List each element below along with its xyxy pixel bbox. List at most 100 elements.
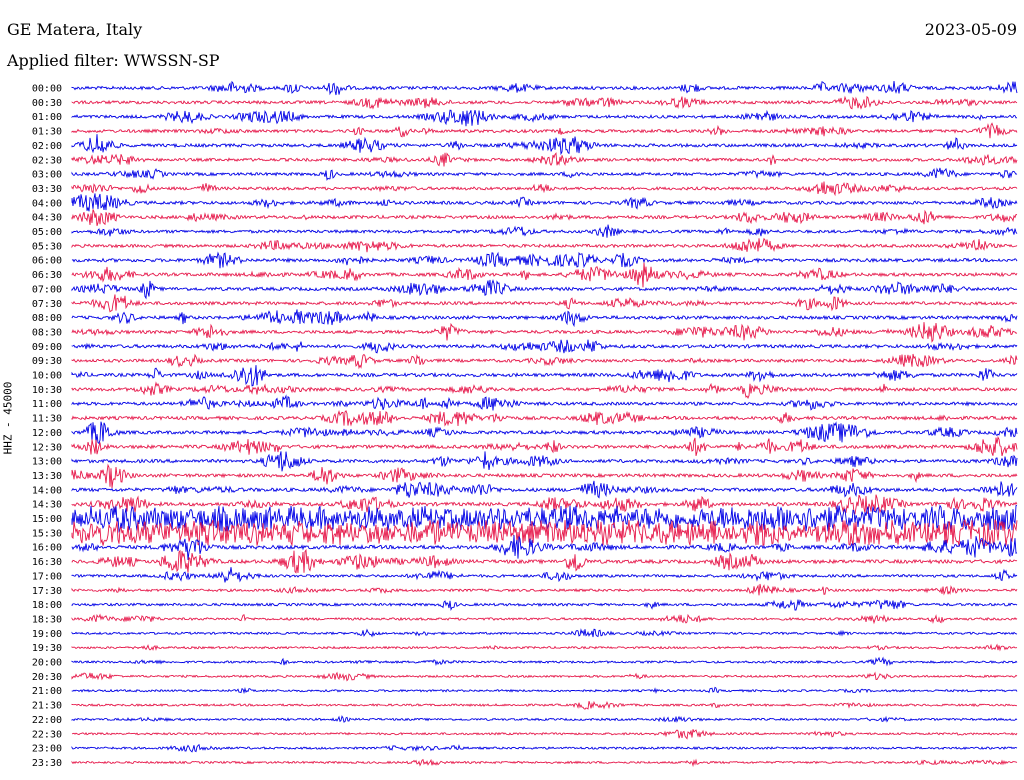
trace-line bbox=[71, 80, 1018, 96]
row-time-label: 08:30 bbox=[32, 327, 62, 338]
row-time-label: 04:00 bbox=[32, 198, 62, 209]
row-time-label: 22:00 bbox=[32, 715, 62, 726]
trace-line bbox=[71, 700, 1017, 710]
trace-line bbox=[71, 294, 1018, 313]
trace-line bbox=[71, 365, 1018, 387]
trace-line bbox=[71, 167, 1018, 181]
row-time-label: 02:00 bbox=[32, 141, 62, 152]
row-time-label: 00:30 bbox=[32, 98, 62, 109]
trace-line bbox=[71, 494, 1018, 515]
row-time-label: 18:00 bbox=[32, 600, 62, 611]
trace-line bbox=[71, 237, 1018, 253]
row-time-label: 11:30 bbox=[32, 414, 62, 425]
row-time-label: 20:00 bbox=[32, 658, 62, 669]
trace-line bbox=[71, 613, 1018, 625]
row-time-label: 06:00 bbox=[32, 256, 62, 267]
trace-line bbox=[71, 548, 1018, 574]
trace-line bbox=[71, 758, 1018, 768]
row-time-label: 01:30 bbox=[32, 127, 62, 138]
trace-line bbox=[71, 643, 1018, 652]
trace-line bbox=[71, 109, 1018, 127]
trace-line bbox=[71, 715, 1018, 723]
row-time-label: 16:00 bbox=[32, 543, 62, 554]
trace-line bbox=[71, 656, 1018, 667]
trace-line bbox=[71, 504, 1018, 533]
trace-line bbox=[71, 729, 1018, 740]
row-time-label: 07:00 bbox=[32, 284, 62, 295]
row-time-label: 15:30 bbox=[32, 528, 62, 539]
trace-line bbox=[71, 628, 1018, 638]
trace-line bbox=[71, 381, 1018, 400]
row-time-label: 10:00 bbox=[32, 371, 62, 382]
row-time-label: 05:30 bbox=[32, 241, 62, 252]
row-time-label: 10:30 bbox=[32, 385, 62, 396]
row-time-label: 19:30 bbox=[32, 643, 62, 654]
row-time-label: 12:30 bbox=[32, 442, 62, 453]
row-time-label: 23:30 bbox=[32, 758, 62, 769]
trace-line bbox=[71, 583, 1018, 596]
row-time-label: 15:00 bbox=[32, 514, 62, 525]
row-time-label: 23:00 bbox=[32, 744, 62, 755]
filter-label: Applied filter: WWSSN-SP bbox=[7, 51, 220, 70]
row-time-label: 16:30 bbox=[32, 557, 62, 568]
row-time-label: 21:00 bbox=[32, 686, 62, 697]
row-time-label: 00:00 bbox=[32, 84, 62, 95]
trace-line bbox=[71, 463, 1018, 489]
trace-line bbox=[71, 409, 1018, 427]
row-time-label: 02:30 bbox=[32, 155, 62, 166]
trace-line bbox=[71, 518, 1018, 547]
row-time-label: 14:00 bbox=[32, 485, 62, 496]
row-time-label: 18:30 bbox=[32, 614, 62, 625]
row-time-label: 07:30 bbox=[32, 299, 62, 310]
row-time-label: 22:30 bbox=[32, 729, 62, 740]
row-time-label: 11:00 bbox=[32, 399, 62, 410]
trace-line bbox=[71, 480, 1018, 499]
trace-line bbox=[71, 122, 1018, 139]
trace-line bbox=[71, 599, 1018, 612]
row-time-label: 06:30 bbox=[32, 270, 62, 281]
trace-line bbox=[71, 279, 1018, 300]
date-label: 2023-05-09 bbox=[924, 20, 1017, 39]
trace-line bbox=[71, 451, 1018, 472]
row-time-label: 12:00 bbox=[32, 428, 62, 439]
row-time-label: 17:30 bbox=[32, 586, 62, 597]
row-time-label: 13:00 bbox=[32, 457, 62, 468]
trace-line bbox=[71, 322, 1018, 343]
trace-line bbox=[71, 339, 1018, 354]
trace-line bbox=[71, 95, 1018, 110]
trace-line bbox=[71, 193, 1018, 212]
row-time-label: 13:30 bbox=[32, 471, 62, 482]
trace-line bbox=[71, 535, 1018, 561]
trace-line bbox=[71, 134, 1018, 156]
trace-line bbox=[71, 152, 1018, 167]
trace-line bbox=[71, 394, 1018, 411]
row-time-label: 03:00 bbox=[32, 170, 62, 181]
trace-line bbox=[71, 209, 1018, 226]
trace-line bbox=[71, 262, 1018, 288]
trace-line bbox=[71, 251, 1018, 269]
trace-line bbox=[71, 181, 1018, 197]
row-time-label: 05:00 bbox=[32, 227, 62, 238]
trace-line bbox=[71, 435, 1018, 457]
trace-line bbox=[71, 567, 1018, 583]
station-title: GE Matera, Italy bbox=[7, 20, 143, 39]
row-time-label: 21:30 bbox=[32, 701, 62, 712]
trace-line bbox=[71, 671, 1018, 682]
row-time-label: 04:30 bbox=[32, 213, 62, 224]
trace-line bbox=[71, 309, 1018, 328]
trace-line bbox=[71, 421, 1018, 445]
row-time-label: 01:00 bbox=[32, 112, 62, 123]
trace-line bbox=[71, 743, 1018, 753]
trace-line bbox=[71, 686, 1018, 695]
row-time-label: 08:00 bbox=[32, 313, 62, 324]
trace-line bbox=[71, 353, 1018, 370]
row-time-label: 14:30 bbox=[32, 500, 62, 511]
row-time-label: 03:30 bbox=[32, 184, 62, 195]
trace-line bbox=[71, 224, 1018, 238]
row-time-label: 19:00 bbox=[32, 629, 62, 640]
row-time-label: 20:30 bbox=[32, 672, 62, 683]
row-time-label: 17:00 bbox=[32, 571, 62, 582]
row-time-label: 09:00 bbox=[32, 342, 62, 353]
row-time-label: 09:30 bbox=[32, 356, 62, 367]
